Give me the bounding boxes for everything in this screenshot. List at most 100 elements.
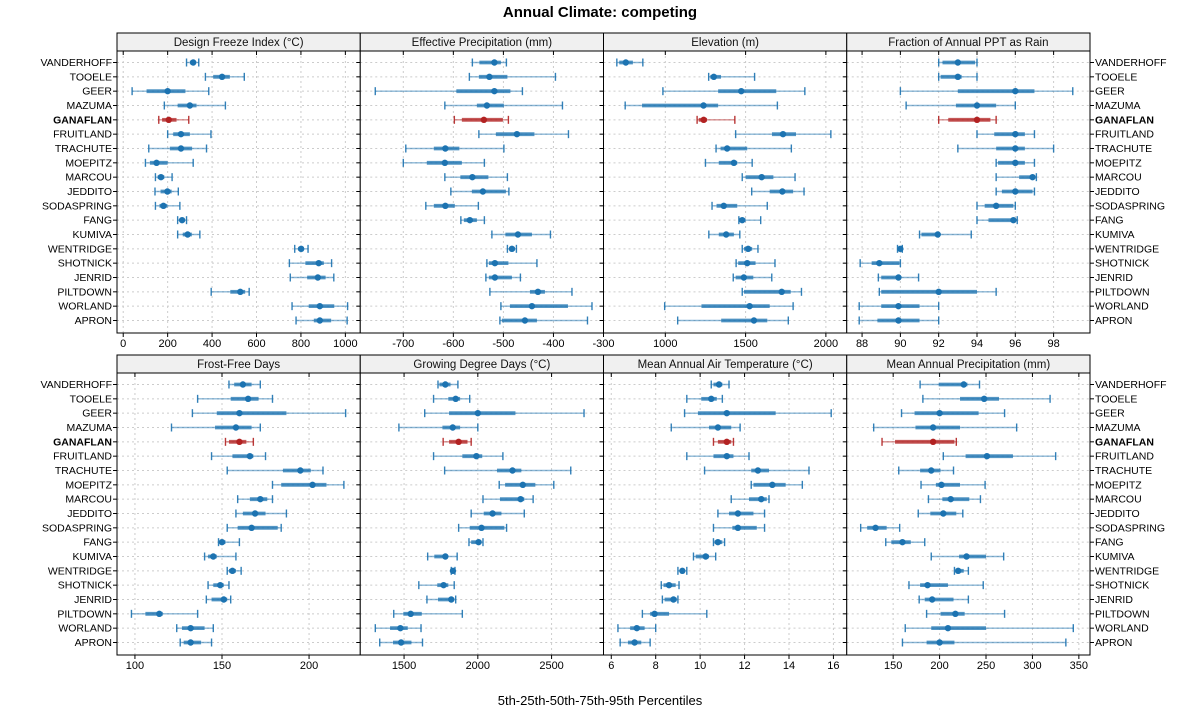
station-label-left-marcou: MARCOU: [65, 172, 112, 184]
percentile-marker-apron: [676, 316, 790, 325]
station-label-left-worland: WORLAND: [58, 623, 112, 635]
x-tick-label: 8: [653, 660, 659, 672]
percentile-marker-vanderhoff: [437, 380, 459, 389]
percentile-marker-apron: [179, 638, 213, 647]
percentile-marker-tooele: [707, 72, 756, 81]
x-tick-label: 150: [884, 660, 902, 672]
percentile-marker-trachute: [226, 466, 324, 475]
station-label-right-jenrid: JENRID: [1095, 272, 1133, 284]
percentile-marker-wentridge: [226, 566, 242, 575]
station-label-left-wentridge: WENTRIDGE: [48, 243, 112, 255]
x-axis: 88 90 92 94 96 98: [842, 51, 1094, 350]
station-label-right-fruitland: FRUITLAND: [1095, 451, 1154, 463]
percentile-marker-fruitland: [210, 452, 267, 461]
percentile-marker-kumiva: [426, 552, 458, 561]
percentile-marker-shotnick: [660, 581, 680, 590]
percentile-marker-tooele: [196, 394, 274, 403]
percentile-marker-fang: [460, 216, 486, 225]
x-tick-label: 250: [977, 660, 995, 672]
percentile-marker-wentridge: [506, 244, 518, 253]
panel-effective-precipitation-mm: -700 -600 -500 -400 -300 Effective Precipitat…: [356, 32, 615, 350]
percentile-marker-mazuma: [163, 101, 227, 110]
strip-growing-degree-days-c: Growing Degree Days (°C): [359, 354, 604, 374]
station-label-left-fruitland: FRUITLAND: [53, 451, 112, 463]
percentile-marker-ganaflan: [453, 115, 510, 124]
percentile-marker-sodaspring: [425, 201, 480, 210]
percentile-marker-tooele: [468, 72, 557, 81]
station-label-left-jeddito: JEDDITO: [67, 186, 112, 198]
percentile-marker-jeddito: [717, 509, 766, 518]
percentile-marker-vanderhoff: [185, 58, 200, 67]
station-label-right-geer: GEER: [1095, 86, 1125, 98]
percentile-marker-shotnick: [486, 259, 538, 268]
x-tick-label: -500: [492, 338, 514, 350]
percentile-marker-moepitz: [920, 480, 986, 489]
percentile-marker-trachute: [957, 144, 1055, 153]
station-label-right-geer: GEER: [1095, 408, 1125, 420]
station-label-right-shotnick: SHOTNICK: [1095, 258, 1149, 270]
panel-fraction-of-annual-ppt-as-rain: 88 90 92 94 96 98 Fraction of Annual PPT as Ra…: [842, 32, 1094, 350]
strip-title: Effective Precipitation (mm): [412, 37, 553, 49]
percentile-marker-moepitz: [750, 480, 804, 489]
percentile-marker-shotnick: [207, 581, 230, 590]
x-tick-label: 800: [292, 338, 310, 350]
percentile-marker-jenrid: [918, 595, 970, 604]
percentile-marker-jenrid: [205, 595, 232, 604]
percentile-marker-piltdown: [878, 287, 997, 296]
percentile-marker-kumiva: [692, 552, 717, 561]
percentile-marker-jeddito: [917, 509, 964, 518]
x-tick-label: -300: [592, 338, 614, 350]
station-label-right-mazuma: MAZUMA: [1095, 100, 1141, 112]
station-label-left-kumiva: KUMIVA: [73, 551, 112, 563]
percentile-marker-apron: [858, 316, 940, 325]
station-label-right-worland: WORLAND: [1095, 301, 1149, 313]
station-label-left-sodaspring: SODASPRING: [42, 200, 112, 212]
station-label-right-jenrid: JENRID: [1095, 594, 1133, 606]
station-label-left-jeddito: JEDDITO: [67, 508, 112, 520]
station-label-left-moepitz: MOEPITZ: [65, 157, 112, 169]
x-tick-label: 600: [247, 338, 265, 350]
x-tick-label: 2000: [814, 338, 838, 350]
percentile-marker-mazuma: [444, 101, 564, 110]
percentile-marker-ganaflan: [158, 115, 190, 124]
x-tick-label: 0: [120, 338, 126, 350]
percentile-marker-fruitland: [432, 452, 504, 461]
x-tick-label: -700: [392, 338, 414, 350]
percentile-marker-marcou: [995, 173, 1038, 182]
percentile-marker-mazuma: [670, 423, 741, 432]
percentile-marker-marcou: [444, 173, 509, 182]
x-tick-label: 200: [300, 660, 318, 672]
percentile-marker-fruitland: [942, 452, 1057, 461]
percentile-marker-mazuma: [624, 101, 779, 110]
percentile-marker-worland: [176, 624, 214, 633]
percentile-marker-geer: [662, 87, 806, 96]
strip-title: Fraction of Annual PPT as Rain: [888, 37, 1048, 49]
percentile-marker-geer: [900, 409, 1006, 418]
station-label-right-mazuma: MAZUMA: [1095, 422, 1141, 434]
percentile-marker-geer: [131, 87, 210, 96]
x-tick-label: 90: [894, 338, 906, 350]
station-label-right-wentridge: WENTRIDGE: [1095, 243, 1159, 255]
percentile-marker-shotnick: [735, 259, 776, 268]
percentile-marker-fruitland: [686, 452, 750, 461]
station-label-right-ganaflan: GANAFLAN: [1095, 114, 1154, 126]
percentile-marker-apron: [901, 638, 1067, 647]
x-tick-label: 200: [930, 660, 948, 672]
percentile-marker-piltdown: [130, 609, 199, 618]
percentile-marker-ganaflan: [442, 437, 472, 446]
percentile-marker-sodaspring: [226, 523, 282, 532]
percentile-marker-jenrid: [661, 595, 679, 604]
station-label-left-geer: GEER: [82, 408, 112, 420]
percentile-marker-jeddito: [750, 187, 805, 196]
percentile-marker-trachute: [898, 466, 955, 475]
strip-title: Elevation (m): [691, 37, 759, 49]
percentile-marker-moepitz: [271, 480, 345, 489]
station-label-right-moepitz: MOEPITZ: [1095, 157, 1142, 169]
percentile-marker-piltdown: [925, 609, 1006, 618]
percentile-marker-jenrid: [289, 273, 335, 282]
x-axis: 0 200 400 600 800 1000: [113, 51, 365, 350]
percentile-marker-sodaspring: [154, 201, 181, 210]
panel-design-freeze-index-c: 0 200 400 600 800 1000 Design Freeze Index (°C…: [113, 32, 365, 350]
percentile-marker-vanderhoff: [471, 58, 508, 67]
percentile-marker-geer: [683, 409, 832, 418]
